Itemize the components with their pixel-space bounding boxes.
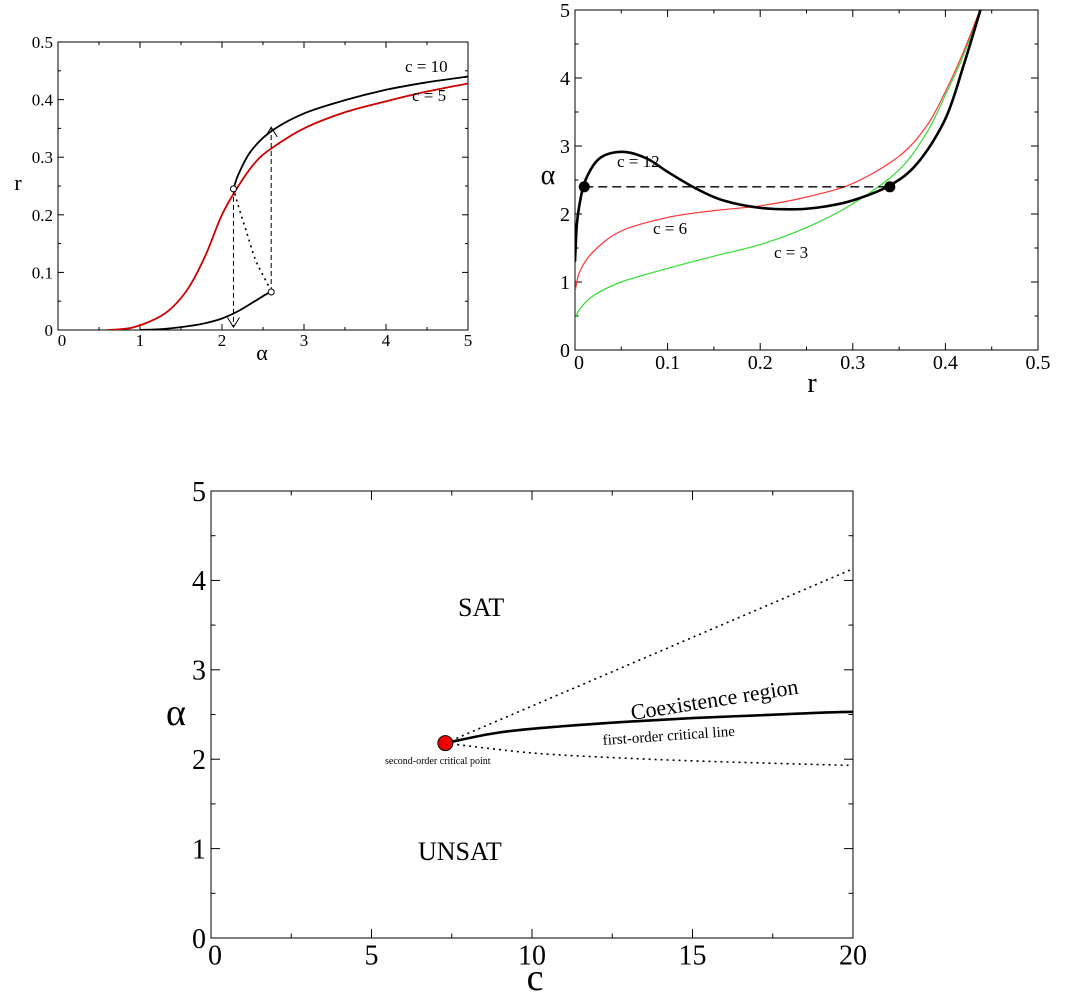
x-tick-label: 0.4	[933, 352, 958, 374]
y-tick-label: 3	[192, 656, 206, 687]
label-first-order-line: first-order critical line	[602, 724, 736, 749]
x-tick-label: 15	[679, 941, 707, 972]
label-second-order-point: second-order critical point	[385, 756, 491, 767]
y-tick-label: 0	[560, 340, 570, 362]
x-axis-label: r	[807, 368, 817, 399]
y-tick-label: 4	[192, 566, 206, 597]
x-tick-label: 0.5	[1026, 352, 1051, 374]
y-tick-label: 5	[560, 0, 570, 22]
panel-alpha-vs-r: 0 0.1 0.2 0.3 0.4 0.5 0 1 2 3 4 5 r α c = 12 c = 6 c = 3	[541, 0, 1051, 399]
spinodal-marker	[268, 289, 274, 295]
spinodal-marker	[230, 186, 236, 192]
y-axis-label: α	[541, 160, 556, 191]
series-line-0	[140, 292, 271, 330]
annotation-c12: c = 12	[617, 152, 660, 171]
y-tick-label: 0.2	[32, 206, 53, 225]
series-line-2	[445, 743, 853, 765]
y-axis-label: α	[166, 692, 186, 734]
label-unsat: UNSAT	[418, 837, 502, 866]
y-tick-label: 1	[192, 834, 206, 865]
y-tick-label: 1	[560, 272, 570, 294]
coexistence-point	[884, 181, 895, 192]
annotation-c5: c = 5	[412, 86, 446, 105]
x-tick-label: 2	[218, 331, 227, 350]
plot-frame	[575, 10, 1038, 350]
y-tick-label: 0.4	[32, 91, 54, 110]
label-sat: SAT	[458, 593, 504, 622]
coexistence-point	[579, 181, 590, 192]
annotation-c3: c = 3	[774, 243, 808, 262]
x-tick-label: 0.3	[840, 352, 865, 374]
y-tick-label: 0.3	[32, 148, 53, 167]
annotation-c10: c = 10	[405, 57, 448, 76]
x-tick-label: 4	[382, 331, 391, 350]
y-tick-label: 5	[192, 477, 206, 508]
y-axis-label: r	[14, 170, 22, 195]
y-tick-label: 2	[560, 204, 570, 226]
annotation-c6: c = 6	[653, 219, 687, 238]
x-tick-label: 20	[839, 941, 867, 972]
x-tick-label: 5	[464, 331, 473, 350]
x-tick-label: 0	[58, 331, 67, 350]
x-tick-label: 0.2	[748, 352, 773, 374]
y-tick-label: 4	[560, 68, 570, 90]
x-axis-label: c	[527, 957, 544, 999]
x-tick-label: 0.1	[655, 352, 680, 374]
y-tick-label: 0	[45, 321, 54, 340]
y-tick-label: 0	[192, 924, 206, 955]
x-tick-label: 5	[365, 941, 379, 972]
panel-r-vs-alpha: 0 1 2 3 4 5 0 0.1 0.2 0.3 0.4 0.5 α r c = 10 c = 5	[14, 33, 472, 365]
second-order-critical-point	[438, 736, 453, 751]
y-tick-label: 2	[192, 745, 206, 776]
x-axis-label: α	[256, 340, 268, 365]
x-tick-label: 1	[136, 331, 145, 350]
x-tick-label: 0	[208, 941, 222, 972]
y-tick-label: 0.1	[32, 263, 53, 282]
x-tick-label: 0	[574, 352, 584, 374]
y-tick-label: 3	[560, 136, 570, 158]
x-tick-label: 3	[300, 331, 309, 350]
series-line-1	[233, 189, 271, 291]
y-tick-label: 0.5	[32, 33, 53, 52]
